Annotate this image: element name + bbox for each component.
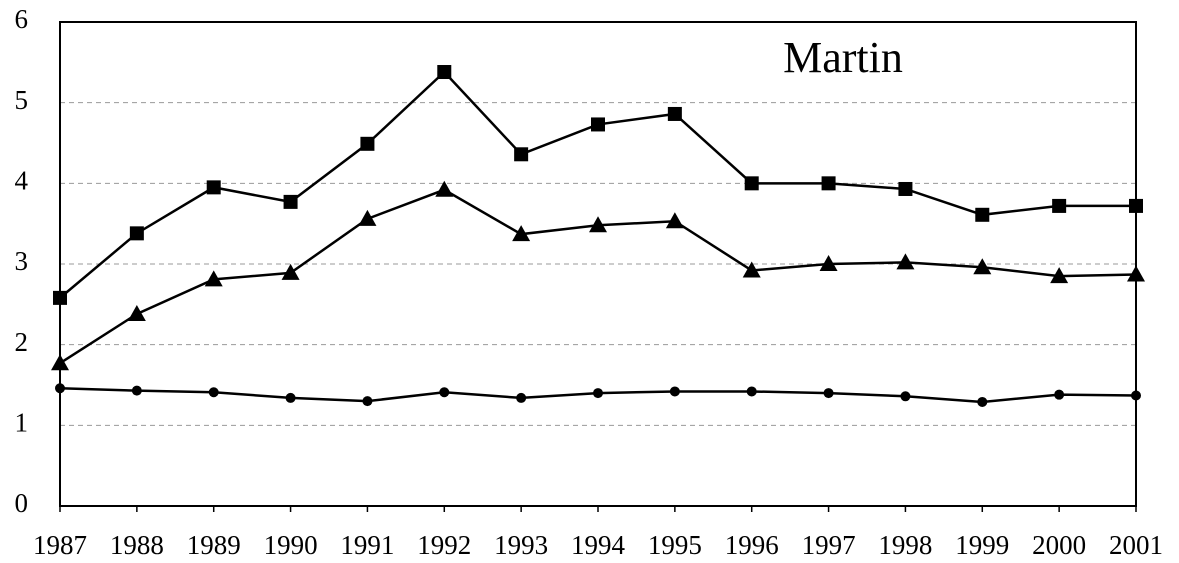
y-tick-label: 5 [15,85,29,115]
marker [51,354,69,371]
marker [593,388,603,399]
marker [53,290,67,305]
marker [129,226,144,241]
x-tick-label: 1997 [802,530,856,560]
y-tick-label: 6 [15,4,29,34]
marker [206,180,221,195]
marker [204,270,223,287]
marker [746,386,757,397]
marker [516,392,527,403]
marker [283,194,298,209]
marker [281,263,300,280]
marker [819,255,838,271]
marker [667,106,682,121]
marker [285,392,296,403]
marker [1052,198,1067,213]
marker [669,386,680,397]
x-tick-label: 1994 [571,530,626,560]
marker [1050,267,1069,284]
marker [1127,265,1145,282]
chart-title: Martin [783,33,903,82]
y-tick-label: 4 [15,166,29,196]
series-line [59,70,1136,299]
x-tick-label: 1992 [417,530,471,560]
x-tick-label: 1990 [264,530,318,560]
y-tick-label: 2 [15,327,29,357]
marker [591,117,605,132]
x-tick-label: 1995 [648,530,702,560]
marker [1129,198,1143,213]
marker [439,387,450,398]
marker [55,383,65,394]
marker [975,207,990,222]
marker [823,388,834,399]
marker [744,176,759,191]
y-tick-label: 1 [15,408,29,438]
marker [977,396,988,407]
x-tick-label: 1993 [494,530,548,560]
marker [742,261,761,278]
marker [1054,389,1065,400]
x-tick-label: 1999 [955,530,1009,560]
marker [437,65,452,80]
y-tick-label: 3 [15,246,29,276]
x-tick-label: 1998 [878,530,932,560]
marker [900,391,911,402]
marker [665,212,684,229]
y-tick-label: 0 [15,488,29,518]
marker [362,396,373,407]
marker [821,176,836,191]
x-tick-label: 1989 [187,530,241,560]
marker [896,253,915,270]
marker [360,136,375,151]
marker [127,305,146,322]
x-tick-label: 1991 [340,530,394,560]
x-tick-label: 1996 [725,530,779,560]
plot-frame [59,21,1137,507]
marker [514,147,529,162]
x-tick-label: 1987 [33,530,87,560]
marker [131,385,142,396]
marker [589,216,607,233]
marker [208,387,219,398]
x-tick-label: 2001 [1109,530,1163,560]
marker [1131,390,1141,401]
marker [435,180,454,197]
marker [898,181,913,196]
series-line [59,188,1137,365]
marker [358,209,377,226]
x-tick-label: 1988 [110,530,164,560]
marker [512,225,531,242]
x-tick-label: 2000 [1032,530,1086,560]
marker [973,258,992,275]
